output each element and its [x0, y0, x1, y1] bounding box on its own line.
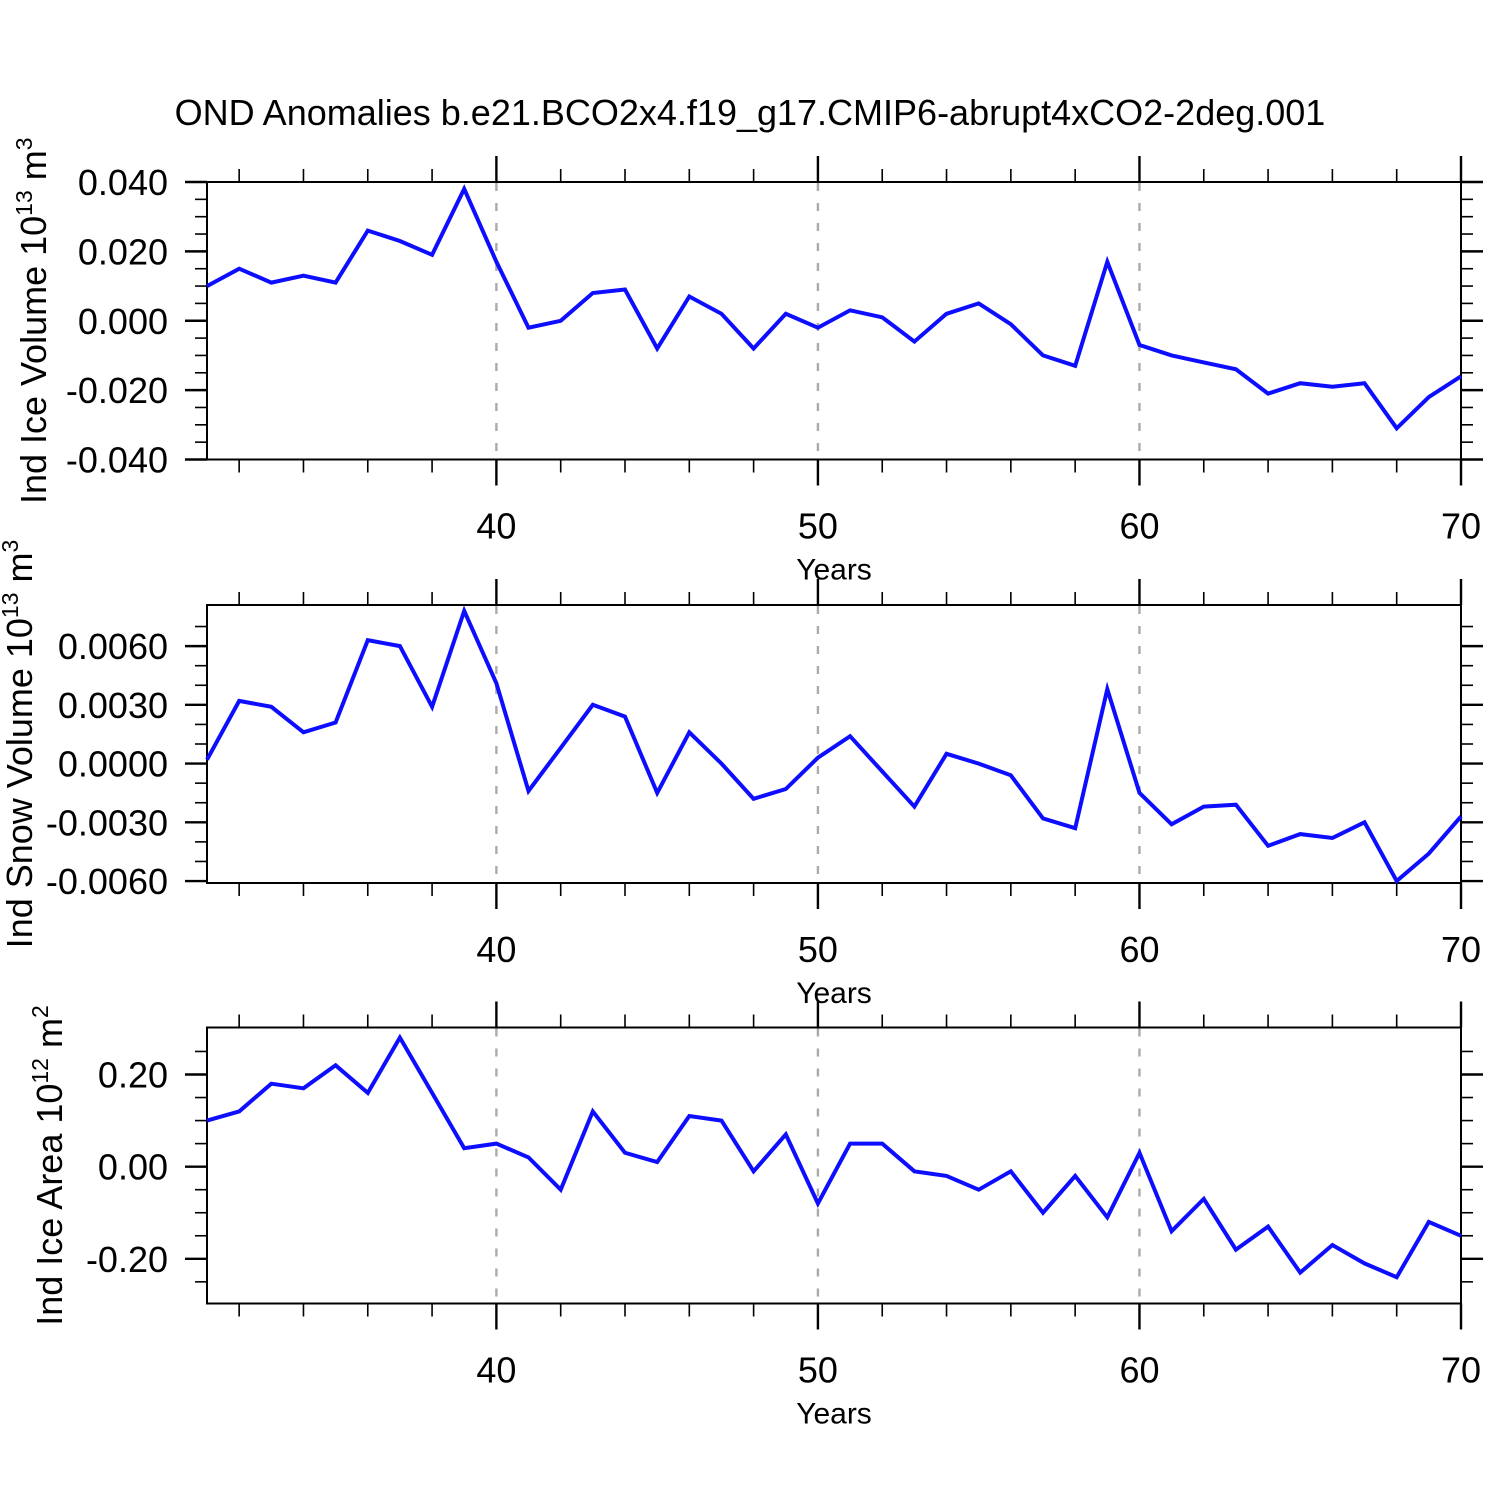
ice-volume-series-line	[206, 184, 1463, 432]
y-tick-label: 0.00	[98, 1147, 168, 1188]
x-tick-label: 50	[798, 929, 838, 970]
y-tick-label: 0.000	[78, 301, 168, 342]
x-tick-label: 40	[476, 506, 516, 547]
y-tick-label: 0.20	[98, 1054, 168, 1095]
y-tick-label: -0.20	[86, 1239, 168, 1280]
panel-snow-volume: 40 50 60 70 0.0060 0.0030 0.0000 -0.0030 -0.0060…	[0, 540, 1483, 1010]
panel-ice-area: 40 50 60 70 0.20 0.00 -0.20 Years Ind Ice Area 1…	[27, 1001, 1483, 1431]
x-tick-label: 60	[1119, 929, 1159, 970]
chart-title: OND Anomalies b.e21.BCO2x4.f19_g17.CMIP6…	[174, 92, 1326, 133]
y-tick-label: 0.0060	[58, 626, 168, 667]
y-tick-label: 0.040	[78, 162, 168, 203]
x-tick-label: 70	[1441, 1350, 1481, 1391]
x-axis-title: Years	[796, 977, 872, 1010]
x-axis-title: Years	[796, 554, 872, 587]
y-axis-title: Ind Ice Area 1012​ m2​	[27, 1005, 70, 1326]
snow-volume-series-line	[205, 605, 1463, 885]
y-tick-label: 0.020	[78, 231, 168, 272]
y-tick-label: 0.0000	[58, 744, 168, 785]
y-axis-title: Ind Ice Volume 1013​ m3​	[11, 137, 54, 504]
y-tick-label: -0.0060	[46, 861, 168, 902]
x-tick-label: 50	[798, 506, 838, 547]
panel-ice-volume: 40 50 60 70 0.040 0.020 0.000 -0.020 -0.040 Years…	[11, 137, 1483, 587]
x-tick-label: 70	[1441, 506, 1481, 547]
x-tick-label: 60	[1119, 506, 1159, 547]
ice-area-series-line	[206, 1033, 1462, 1280]
x-tick-label: 50	[798, 1350, 838, 1391]
x-tick-label: 70	[1441, 929, 1481, 970]
x-tick-label: 60	[1119, 1350, 1159, 1391]
y-axis-title: Ind Snow Volume 1013​ m3​	[0, 540, 40, 949]
y-tick-label: -0.020	[66, 370, 168, 411]
plot-box	[206, 1026, 1462, 1305]
y-tick-label: -0.0030	[46, 802, 168, 843]
y-tick-label: -0.040	[66, 440, 168, 481]
y-tick-label: 0.0030	[58, 685, 168, 726]
x-tick-label: 40	[476, 929, 516, 970]
x-axis-title: Years	[796, 1398, 872, 1431]
x-tick-label: 40	[476, 1350, 516, 1391]
